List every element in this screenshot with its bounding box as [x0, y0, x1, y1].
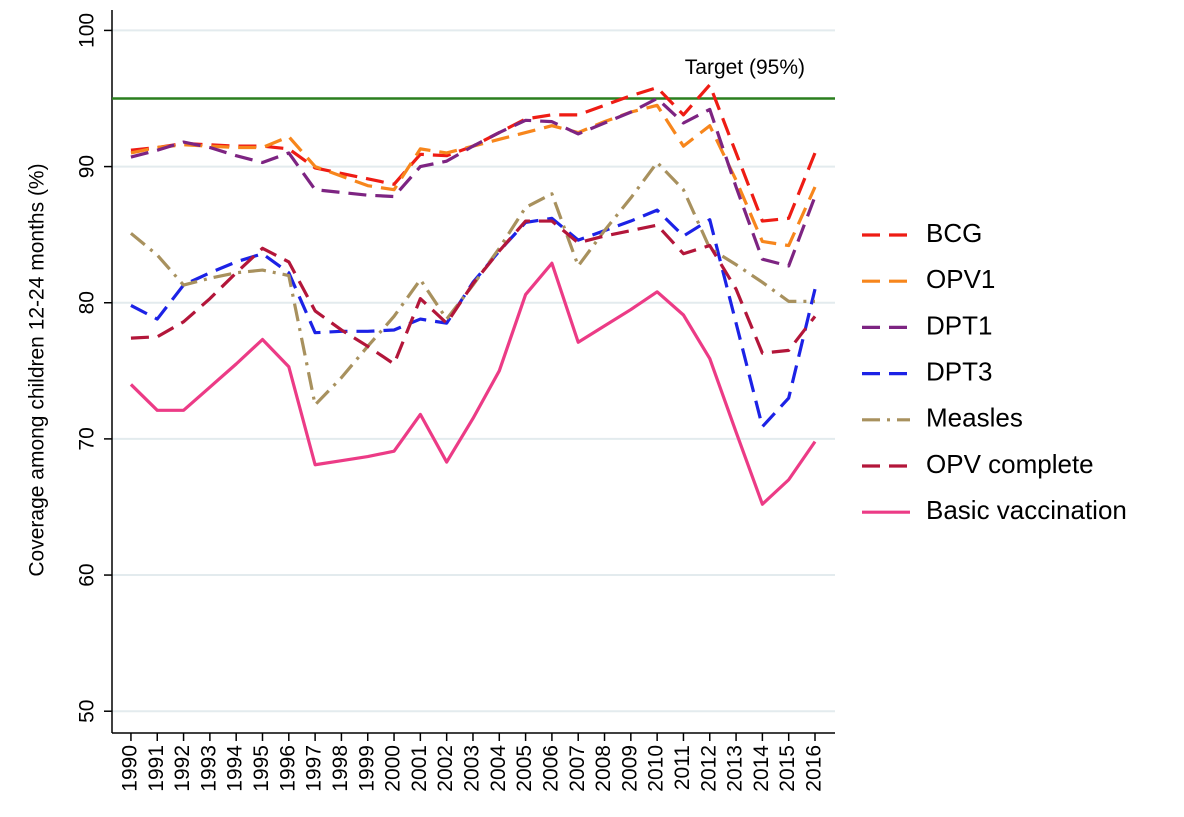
y-tick-label: 50	[76, 700, 99, 723]
x-tick-label: 2007	[566, 745, 589, 792]
x-tick-label: 1991	[145, 745, 168, 792]
y-tick-label: 70	[76, 427, 99, 450]
x-tick-label: 1992	[171, 745, 194, 792]
y-tick-label: 100	[76, 13, 99, 48]
target-label: Target (95%)	[685, 56, 805, 79]
x-tick-label: 2009	[618, 745, 641, 792]
y-tick-label: 80	[76, 291, 99, 314]
x-tick-label: 1993	[197, 745, 220, 792]
legend-label: DPT3	[926, 356, 992, 386]
series-line	[130, 208, 817, 429]
y-axis-label: Coverage among children 12-24 months (%)	[26, 163, 49, 576]
legend-label: OPV1	[926, 264, 995, 294]
x-tick-label: 2013	[724, 745, 747, 792]
x-tick-label: 1995	[250, 745, 273, 792]
x-tick-label: 2000	[382, 745, 405, 792]
legend-label: Measles	[926, 403, 1023, 433]
series-line	[129, 261, 817, 506]
x-tick-label: 2012	[697, 745, 720, 792]
x-tick-label: 1996	[276, 745, 299, 792]
x-tick-label: 2001	[408, 745, 431, 792]
x-tick-label: 2005	[513, 745, 536, 792]
x-tick-label: 1994	[224, 745, 247, 792]
series-line	[130, 219, 817, 366]
y-tick-label: 90	[76, 155, 99, 178]
legend-label: Basic vaccination	[926, 495, 1127, 525]
x-tick-label: 2002	[434, 745, 457, 792]
x-tick-label: 2006	[539, 745, 562, 792]
x-tick-label: 2014	[750, 745, 773, 792]
y-tick-label: 60	[76, 563, 99, 586]
legend-label: BCG	[926, 218, 982, 248]
legend-label: OPV complete	[926, 449, 1094, 479]
x-tick-label: 2004	[487, 745, 510, 792]
x-tick-label: 1999	[355, 745, 378, 792]
x-tick-label: 2010	[645, 745, 668, 792]
x-tick-label: 2016	[803, 745, 826, 792]
x-tick-label: 2003	[461, 745, 484, 792]
x-tick-label: 2011	[671, 745, 694, 790]
legend-label: DPT1	[926, 310, 992, 340]
x-tick-label: 1997	[303, 745, 326, 792]
series-line	[130, 83, 817, 223]
x-tick-label: 2008	[592, 745, 615, 792]
series-line	[130, 96, 817, 268]
x-tick-label: 2015	[776, 745, 799, 792]
x-tick-label: 1998	[329, 745, 352, 792]
x-tick-label: 1990	[118, 745, 141, 792]
